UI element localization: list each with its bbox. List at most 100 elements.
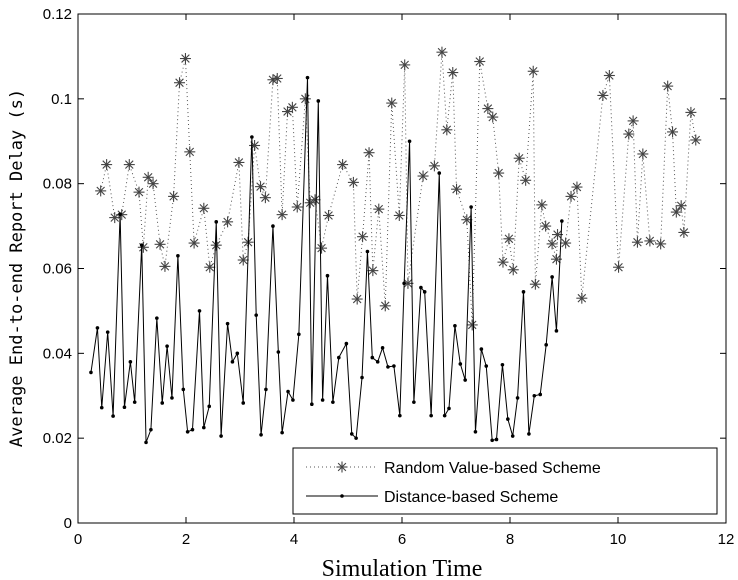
data-point — [235, 351, 240, 356]
data-point — [309, 194, 321, 206]
data-point — [99, 405, 104, 410]
data-point — [347, 176, 359, 188]
data-point — [380, 346, 385, 350]
data-point — [546, 238, 558, 250]
data-point — [291, 398, 295, 402]
x-tick-label: 4 — [290, 531, 298, 548]
data-point — [565, 190, 577, 202]
data-point — [144, 440, 148, 445]
y-tick-label: 0.08 — [43, 176, 72, 193]
data-point — [344, 341, 349, 346]
data-point — [428, 160, 440, 172]
data-point — [111, 414, 115, 418]
data-point — [210, 239, 222, 251]
data-point — [490, 438, 494, 443]
x-tick-label: 6 — [398, 531, 406, 548]
data-point — [174, 77, 186, 89]
data-point — [554, 329, 559, 333]
data-point — [429, 413, 433, 418]
plot-frame — [77, 13, 727, 524]
data-point — [442, 413, 447, 418]
x-axis-ticks: 0 2 4 6 8 10 12 — [74, 14, 735, 548]
data-point — [451, 183, 463, 195]
y-tick-label: 0.02 — [43, 430, 72, 447]
data-point — [271, 224, 275, 228]
data-point — [540, 220, 552, 232]
y-tick-label: 0.06 — [43, 261, 72, 278]
data-point — [264, 387, 268, 392]
data-point — [487, 111, 499, 123]
data-point — [627, 115, 639, 127]
data-point — [357, 231, 369, 243]
data-point — [365, 249, 370, 254]
legend-asterisk — [336, 461, 348, 473]
data-point — [181, 387, 186, 392]
data-point — [386, 97, 398, 109]
data-point — [529, 278, 541, 290]
data-point — [249, 139, 261, 151]
data-point — [493, 167, 505, 179]
data-point — [447, 406, 451, 411]
data-point — [437, 171, 442, 175]
data-point — [373, 203, 385, 215]
data-point — [123, 159, 135, 171]
data-point — [184, 146, 196, 158]
legend-item-distance: Distance-based Scheme — [306, 489, 558, 506]
data-point — [482, 103, 494, 115]
data-point — [494, 437, 499, 442]
data-point — [503, 233, 515, 245]
data-point — [297, 332, 301, 337]
data-point — [299, 93, 311, 105]
data-point — [233, 156, 245, 168]
data-point — [254, 313, 258, 317]
data-point — [159, 260, 171, 272]
data-point — [474, 56, 486, 68]
data-point — [550, 275, 554, 279]
y-tick-label: 0.04 — [43, 345, 72, 362]
data-point — [176, 253, 180, 258]
series-line — [90, 77, 563, 443]
data-point — [320, 398, 325, 402]
data-point — [370, 355, 375, 360]
y-tick-label: 0 — [64, 515, 72, 532]
data-point — [325, 273, 330, 278]
data-point — [230, 360, 235, 364]
data-point — [142, 171, 154, 183]
data-point — [118, 212, 122, 217]
data-point — [466, 319, 478, 331]
data-point — [479, 347, 484, 351]
data-point — [305, 75, 310, 80]
data-point — [631, 236, 643, 248]
y-tick-label: 0.1 — [51, 91, 72, 108]
data-point — [154, 238, 166, 250]
data-point — [513, 152, 525, 164]
data-point — [122, 405, 127, 410]
data-point — [506, 417, 510, 421]
data-point — [170, 396, 174, 400]
data-point — [597, 89, 609, 101]
data-point — [255, 181, 267, 193]
data-point — [95, 326, 100, 330]
data-point — [323, 209, 335, 221]
x-tick-label: 12 — [718, 531, 735, 548]
data-point — [436, 46, 448, 58]
data-point — [469, 205, 473, 209]
y-axis-label: Average End-to-end Report Delay (s) — [7, 89, 27, 447]
data-point — [202, 425, 206, 430]
data-point — [637, 148, 649, 160]
data-point — [623, 128, 635, 140]
data-point — [544, 343, 548, 347]
data-point — [250, 135, 254, 139]
legend: Random Value-based Scheme Distance-based… — [292, 447, 718, 515]
data-point — [132, 400, 137, 404]
data-point — [304, 197, 316, 209]
x-tick-label: 0 — [74, 531, 82, 548]
data-point — [351, 293, 363, 305]
data-point — [190, 427, 195, 432]
data-point — [276, 350, 281, 354]
data-point — [316, 99, 321, 103]
data-point — [139, 243, 144, 247]
data-point — [497, 256, 509, 268]
data-point — [197, 309, 202, 313]
